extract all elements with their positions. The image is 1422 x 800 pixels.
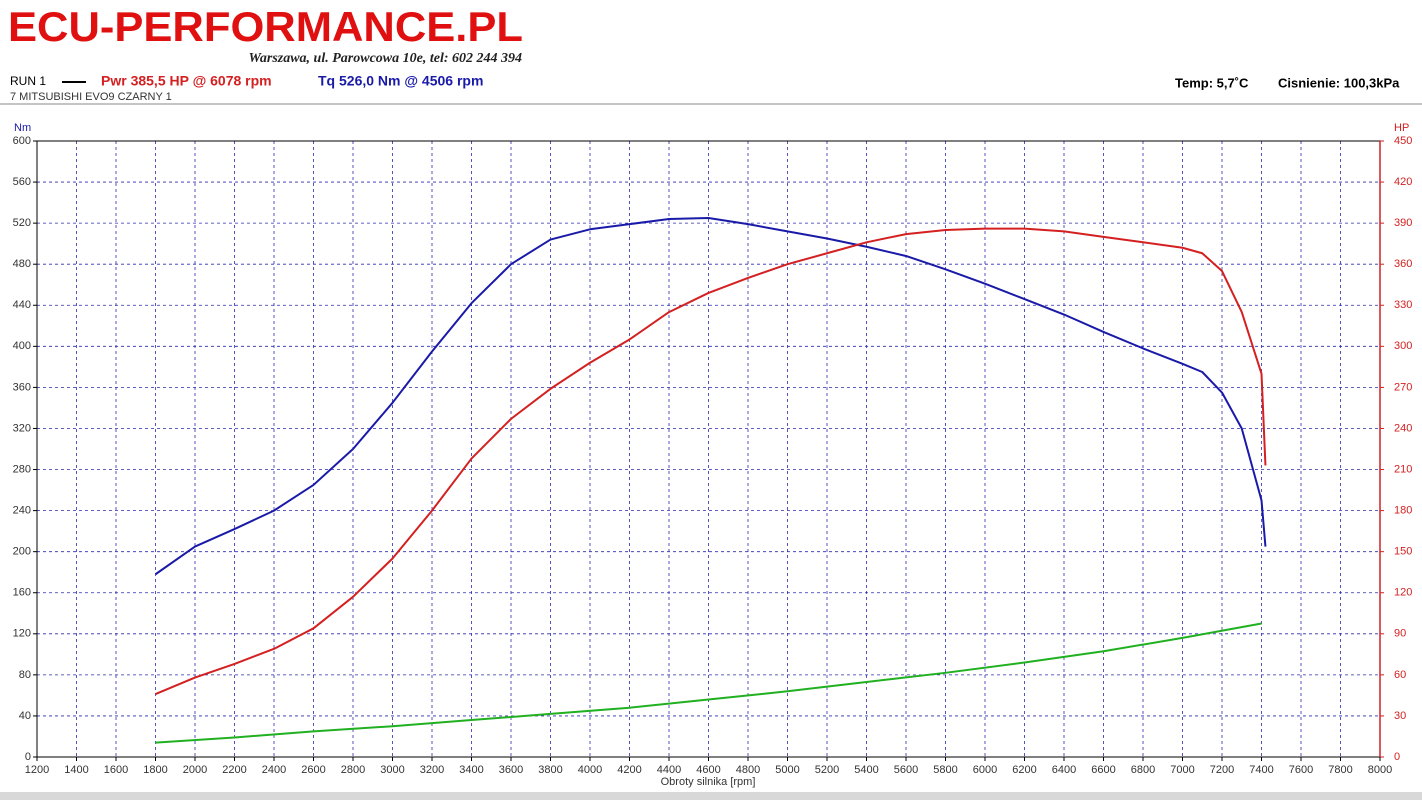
y-tick-label: 40	[19, 710, 31, 722]
y-tick-label: 560	[13, 176, 31, 188]
y-tick-label: 400	[13, 340, 31, 352]
x-tick-label: 7000	[1170, 764, 1194, 776]
y-tick-label: 360	[13, 381, 31, 393]
y2-tick-label: 420	[1394, 176, 1412, 188]
x-tick-label: 5600	[894, 764, 918, 776]
x-tick-label: 7200	[1210, 764, 1234, 776]
status-strip	[0, 792, 1422, 800]
x-tick-label: 6600	[1091, 764, 1115, 776]
y2-tick-label: 450	[1394, 135, 1412, 147]
run-label: RUN 1	[10, 74, 46, 88]
x-tick-label: 5800	[933, 764, 957, 776]
y2-tick-label: 150	[1394, 546, 1412, 558]
x-tick-label: 2000	[183, 764, 207, 776]
y2-tick-label: 390	[1394, 217, 1412, 229]
y-tick-label: 240	[13, 505, 31, 517]
x-tick-label: 3200	[420, 764, 444, 776]
y2-tick-label: 360	[1394, 258, 1412, 270]
series-line	[155, 227, 1267, 695]
x-tick-label: 5000	[775, 764, 799, 776]
y-tick-label: 320	[13, 422, 31, 434]
x-tick-label: 1800	[143, 764, 167, 776]
x-tick-label: 4200	[617, 764, 641, 776]
x-tick-label: 6000	[973, 764, 997, 776]
x-tick-label: 5400	[854, 764, 878, 776]
torque-label: Tq 526,0 Nm @ 4506 rpm	[318, 73, 483, 89]
y-tick-label: 440	[13, 299, 31, 311]
pressure: Cisnienie: 100,3kPa	[1278, 75, 1400, 90]
x-axis-label: Obroty silnika [rpm]	[661, 776, 756, 788]
y-axis-label: Nm	[14, 122, 31, 134]
brand: ECU-PERFORMANCE.PL	[8, 3, 523, 50]
y-tick-label: 600	[13, 135, 31, 147]
x-tick-label: 2800	[341, 764, 365, 776]
y2-tick-label: 210	[1394, 463, 1412, 475]
x-tick-label: 2400	[262, 764, 286, 776]
series-line	[155, 622, 1262, 744]
y-tick-label: 160	[13, 587, 31, 599]
y-tick-label: 200	[13, 546, 31, 558]
x-tick-label: 1400	[64, 764, 88, 776]
x-tick-label: 3600	[499, 764, 523, 776]
y2-tick-label: 90	[1394, 628, 1406, 640]
x-tick-label: 3800	[538, 764, 562, 776]
y2-axis-label: HP	[1394, 122, 1409, 134]
y-tick-label: 120	[13, 628, 31, 640]
x-tick-label: 6400	[1052, 764, 1076, 776]
y-tick-label: 520	[13, 217, 31, 229]
vehicle: 7 MITSUBISHI EVO9 CZARNY 1	[10, 91, 172, 103]
address: Warszawa, ul. Parowcowa 10e, tel: 602 24…	[248, 51, 522, 66]
x-tick-label: 7400	[1249, 764, 1273, 776]
x-tick-label: 6200	[1012, 764, 1036, 776]
y-tick-label: 480	[13, 258, 31, 270]
x-tick-label: 5200	[815, 764, 839, 776]
y2-tick-label: 0	[1394, 751, 1400, 763]
y2-tick-label: 120	[1394, 587, 1412, 599]
power-label: Pwr 385,5 HP @ 6078 rpm	[101, 73, 272, 89]
x-tick-label: 1600	[104, 764, 128, 776]
x-tick-label: 7800	[1328, 764, 1352, 776]
y2-tick-label: 240	[1394, 422, 1412, 434]
temperature: Temp: 5,7˚C	[1175, 75, 1249, 90]
y2-tick-label: 30	[1394, 710, 1406, 722]
y-tick-label: 80	[19, 669, 31, 681]
y-tick-label: 0	[25, 751, 31, 763]
y-tick-label: 280	[13, 463, 31, 475]
series-line	[154, 217, 1267, 576]
y2-tick-label: 270	[1394, 381, 1412, 393]
x-tick-label: 4400	[657, 764, 681, 776]
y2-tick-label: 60	[1394, 669, 1406, 681]
x-tick-label: 4800	[736, 764, 760, 776]
x-tick-label: 3000	[380, 764, 404, 776]
y2-tick-label: 330	[1394, 299, 1412, 311]
x-tick-label: 4000	[578, 764, 602, 776]
x-tick-label: 6800	[1131, 764, 1155, 776]
x-tick-label: 2600	[301, 764, 325, 776]
x-tick-label: 8000	[1368, 764, 1392, 776]
y2-tick-label: 300	[1394, 340, 1412, 352]
y2-tick-label: 180	[1394, 505, 1412, 517]
x-tick-label: 7600	[1289, 764, 1313, 776]
x-tick-label: 1200	[25, 764, 49, 776]
x-tick-label: 3400	[459, 764, 483, 776]
x-tick-label: 2200	[222, 764, 246, 776]
x-tick-label: 4600	[696, 764, 720, 776]
